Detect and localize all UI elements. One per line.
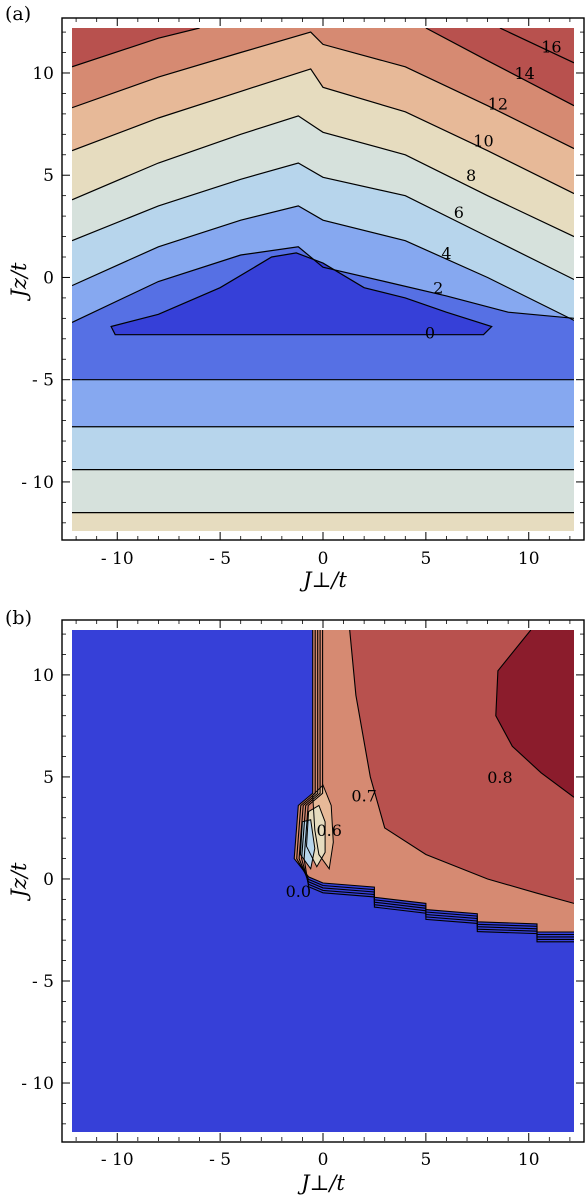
panel-a-xtick-label: - 5: [209, 549, 231, 569]
contour-label: 12: [488, 95, 508, 114]
contour-line-4: [72, 205, 574, 321]
contour-label: 8: [466, 166, 476, 185]
contour-label: 4: [441, 244, 451, 263]
panel-b-ytick-label: - 5: [32, 972, 54, 992]
contour-line-16: [499, 28, 574, 64]
contour-line-2: [72, 246, 574, 323]
contour-label: 0: [425, 324, 435, 343]
contour-label: 6: [454, 203, 464, 222]
panel-b-xtick-label: 0: [318, 1150, 329, 1170]
band-0-8-fill: [495, 630, 574, 798]
panel-a-ytick-label: 5: [43, 166, 54, 186]
contour-line-0-7: [349, 630, 574, 904]
panel-a-ylabel: Jz/t: [7, 262, 31, 302]
contour-band-12: [72, 28, 574, 149]
panel-a-ytick-label: - 5: [32, 371, 54, 391]
band-fill: [72, 512, 574, 531]
panel-a-label: (a): [5, 3, 31, 25]
panel-a-xtick-label: - 10: [101, 549, 134, 569]
panel-a-xtick-label: 10: [518, 549, 540, 569]
panel-a-xtick-label: 5: [420, 549, 431, 569]
panel-a-xtick-label: 0: [318, 549, 329, 569]
contour-label: 16: [541, 37, 561, 56]
contour-label: 10: [473, 131, 493, 150]
panel-b-ytick-label: 10: [32, 666, 54, 686]
contour-label: 2: [433, 279, 443, 298]
contour-line-10: [72, 68, 574, 195]
contour-band-14-left: [72, 28, 200, 67]
contour-label: 0.8: [487, 768, 512, 787]
panel-b-ytick-label: 5: [43, 768, 54, 788]
contour-line-0-4: [299, 819, 316, 871]
panel-a-ytick-label: 0: [43, 268, 54, 288]
panel-b-ytick-label: 0: [43, 870, 54, 890]
panel-b-label: (b): [5, 607, 32, 629]
panel-a-xlabel: J⊥/t: [299, 568, 347, 592]
panel-a-chart: (a) 0 2 4 68 10 12 14 16 - 10 - 5 0 5 10 - 10 - 5 0 5 10…: [5, 3, 585, 592]
panel-b-xlabel: J⊥/t: [297, 1171, 345, 1195]
band-fill: [72, 426, 574, 470]
panel-a-ytick-label: 10: [32, 64, 54, 84]
contour-line-0-5: [305, 804, 326, 868]
panel-b-xtick-label: 10: [518, 1150, 540, 1170]
panel-b-chart: (b) 0.00.60.70.8 - 10- 5 0 5 10- 10- 50510 …: [5, 607, 585, 1195]
contour-line-8: [72, 115, 574, 238]
contour-line-0-8: [495, 630, 574, 798]
band-fill: [72, 469, 574, 513]
panel-b-xtick-label: 5: [420, 1150, 431, 1170]
contour-line-14: [72, 28, 200, 68]
contour-label: 0.7: [351, 786, 376, 805]
panel-b-xtick-label: - 10: [101, 1150, 134, 1170]
contour-line-6: [72, 162, 574, 281]
contour-line-12: [72, 31, 574, 150]
panel-a-ytick-label: - 10: [21, 473, 54, 493]
band-fill: [72, 379, 574, 427]
panel-b-ylabel: Jz/t: [7, 862, 31, 902]
contour-line-0-6: [312, 784, 334, 871]
contour-label: 0.0: [286, 882, 311, 901]
contour-line-boundary: [303, 630, 574, 943]
zero-region: [110, 252, 493, 336]
panel-b-ytick-label: - 10: [21, 1074, 54, 1094]
contour-line-14: [425, 28, 574, 107]
contour-label: 14: [514, 64, 534, 83]
panel-b-xtick-label: - 5: [209, 1150, 231, 1170]
contour-label: 0.6: [316, 821, 341, 840]
